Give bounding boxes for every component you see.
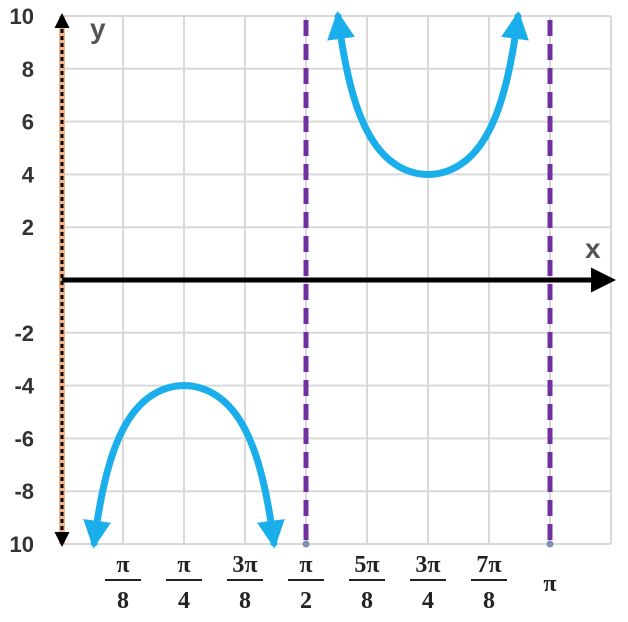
x-axis-label: x bbox=[585, 233, 601, 264]
x-tick-numerator: 3π bbox=[232, 552, 257, 578]
y-tick-label: 6 bbox=[22, 110, 34, 135]
x-tick-numerator: π bbox=[116, 552, 129, 578]
y-axis-label: y bbox=[90, 13, 106, 44]
curve-branch-1 bbox=[83, 382, 285, 549]
y-tick-label: -8 bbox=[14, 479, 34, 504]
y-tick-label: -6 bbox=[14, 426, 34, 451]
y-tick-label: 10 bbox=[10, 4, 34, 29]
x-tick-denominator: 8 bbox=[117, 588, 129, 614]
x-tick-numerator: π bbox=[177, 552, 190, 578]
y-tick-label: 8 bbox=[22, 57, 34, 82]
curves bbox=[83, 10, 529, 549]
x-tick-numerator: π bbox=[543, 571, 556, 597]
axes bbox=[54, 13, 616, 547]
x-tick-numerator: 3π bbox=[415, 552, 440, 578]
asymptote-end-dot bbox=[302, 540, 310, 548]
x-tick-denominator: 2 bbox=[300, 588, 312, 614]
x-tick-numerator: 5π bbox=[354, 552, 379, 578]
x-tick-labels: π 8 π 4 3π 8 π 2 5π 8 3π 4 7π 8 π bbox=[105, 552, 557, 614]
x-tick-denominator: 8 bbox=[483, 588, 495, 614]
y-tick-label: -2 bbox=[14, 321, 34, 346]
curve-branch-2 bbox=[327, 10, 529, 178]
x-tick-numerator: π bbox=[299, 552, 312, 578]
y-tick-label: -4 bbox=[14, 374, 34, 399]
x-tick-numerator: 7π bbox=[476, 552, 501, 578]
x-tick-denominator: 4 bbox=[422, 588, 434, 614]
x-tick-denominator: 4 bbox=[178, 588, 190, 614]
y-tick-labels: 10 8 6 4 2 -2 -4 -6 -8 10 bbox=[10, 4, 35, 557]
y-tick-label: 4 bbox=[22, 162, 35, 187]
asymptote-end-dot bbox=[546, 540, 554, 548]
asymptotes bbox=[302, 20, 554, 548]
y-tick-label: 2 bbox=[22, 215, 34, 240]
y-tick-label: 10 bbox=[10, 532, 34, 557]
x-tick-denominator: 8 bbox=[361, 588, 373, 614]
x-tick-denominator: 8 bbox=[239, 588, 251, 614]
